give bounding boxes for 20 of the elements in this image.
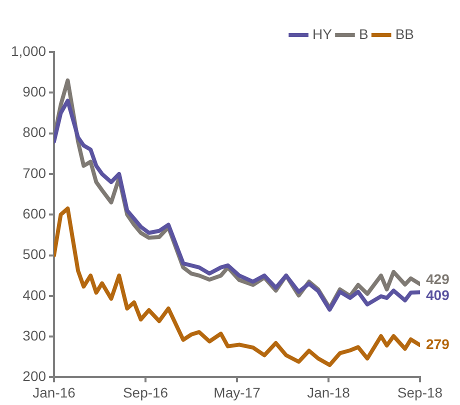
y-tick-label: 600 [22,205,46,222]
y-tick-label: 200 [22,368,46,384]
y-tick-label: 300 [22,327,46,344]
x-tick-label: Jan-18 [307,384,350,400]
y-tick-label: 400 [22,286,46,303]
x-tick-label: May-17 [214,384,261,400]
x-tick-label: Sep-16 [122,384,168,400]
legend-label: BB [395,26,414,42]
x-tick-label: Sep-18 [397,384,443,400]
legend-label: B [358,26,368,42]
y-tick-label: 1,000 [10,42,46,59]
legend-label: HY [312,26,333,42]
x-tick-label: Jan-16 [32,384,76,400]
y-tick-label: 500 [22,246,46,262]
annotation: 429 [426,271,450,288]
annotation: 409 [426,287,450,304]
y-tick-label: 800 [22,124,46,140]
annotation: 279 [426,336,450,352]
y-tick-label: 700 [22,164,46,181]
y-tick-label: 900 [22,84,46,100]
